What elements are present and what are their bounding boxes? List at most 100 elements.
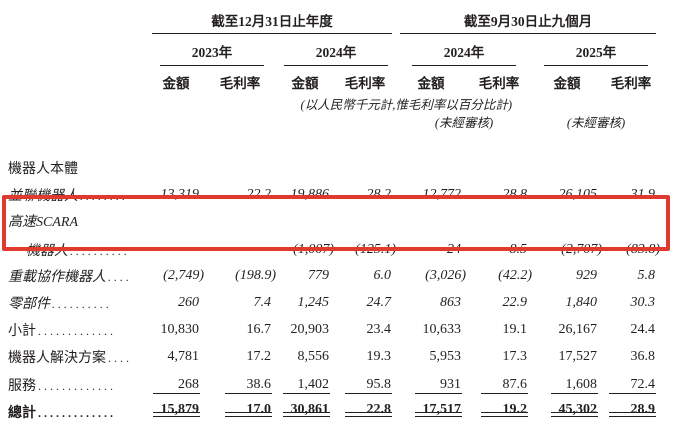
segment-revenue-table: 截至12月31日止年度 截至9月30日止九個月 2023年 2024年 2024… [8,0,668,435]
year-header-2025-9m: 2025年 [532,34,660,66]
value-cell: 10,830 [160,321,200,337]
value-cell: 26,167 [558,321,598,337]
value-cell: 863 [440,294,461,310]
row-label: 總計............. [8,406,116,421]
value-cell: 929 [576,267,597,283]
value-cell: 19.2 [466,402,532,418]
value-cell: 28.9 [602,402,660,418]
row-label: 高速SCARA 機器人.......... [8,215,130,259]
value-cell: 17.0 [204,402,276,418]
value-cell: 24.4 [630,321,656,337]
dot-leader: .... [108,269,132,284]
value-cell: 28.2 [366,186,392,202]
value-cell: (2,707) [561,242,602,257]
row-label: 零部件.......... [8,296,112,312]
table-body: 機器人本體 並聯機器人........ 13,319 22.2 19,886 2… [8,154,668,435]
value-cell: 268 [148,377,204,394]
col-header-amount: 金額 [291,76,319,91]
value-cell: (42.2) [498,267,532,283]
value-cell: – [185,242,192,257]
value-cell: 5,953 [429,348,462,364]
value-cell: 38.6 [204,377,276,394]
value-cell: 19,886 [290,186,330,202]
row-robot-solutions: 機器人解決方案.... 4,781 17.2 8,556 19.3 5,953 … [8,343,668,370]
col-header-margin: 毛利率 [344,76,386,91]
value-cell: (2,749) [163,267,204,283]
value-cell: 45,302 [532,402,602,418]
value-cell: 1,245 [297,294,330,310]
value-cell: 16.7 [246,321,272,337]
value-cell: – [257,242,264,257]
value-cell: (198.9) [235,267,276,283]
unaudited-note-2024: (未經審核) [434,116,494,130]
value-cell: 1,608 [532,377,602,394]
value-cell: (83.8) [626,242,660,257]
value-cell: 10,633 [422,321,462,337]
year-header-2024-9m: 2024年 [396,34,532,66]
period-group-annual: 截至12月31日止年度 [152,10,392,34]
dot-leader: ............. [38,406,116,420]
value-cell: 1,402 [276,377,334,394]
row-services: 服務............. 268 38.6 1,402 95.8 931 … [8,370,668,399]
period-header-row: 截至12月31日止年度 截至9月30日止九個月 [8,10,668,34]
value-cell: 22.9 [502,294,528,310]
year-header-2024: 2024年 [276,34,396,66]
year-header-2023: 2023年 [148,34,276,66]
row-parallel-robots: 並聯機器人........ 13,319 22.2 19,886 28.2 12… [8,181,668,208]
dot-leader: .......... [70,244,130,258]
value-cell: 5.8 [637,267,656,283]
col-header-amount: 金額 [553,76,581,91]
value-cell: 31.9 [630,186,656,202]
dot-leader: .......... [52,296,112,311]
value-cell: 17.3 [502,348,528,364]
row-label: 小計............. [8,323,116,339]
value-cell: 30,861 [276,402,334,418]
unit-note: (以人民幣千元計,惟毛利率以百分比計) [300,98,512,112]
col-header-margin: 毛利率 [610,76,652,91]
value-cell: (3,026) [425,267,466,283]
row-subtotal: 小計............. 10,830 16.7 20,903 23.4 … [8,316,668,343]
value-cell: 6.0 [373,267,392,283]
value-cell: 1,840 [565,294,598,310]
value-cell: 36.8 [630,348,656,364]
dot-leader: .... [108,350,132,365]
value-cell: 20,903 [290,321,330,337]
unit-note-row: (以人民幣千元計,惟毛利率以百分比計) [8,94,668,112]
value-cell: 24.7 [366,294,392,310]
unaudited-note-row: (未經審核) (未經審核) [8,112,668,130]
value-cell: (1,007) [293,242,334,257]
col-header-margin: 毛利率 [478,76,520,91]
row-label: 服務............. [8,378,116,394]
value-cell: 931 [396,377,466,394]
value-cell: 30.3 [630,294,656,310]
row-label: 並聯機器人........ [8,188,128,204]
unaudited-note-2025: (未經審核) [566,116,626,130]
measure-header-row: 金額 毛利率 金額 毛利率 金額 毛利率 金額 毛利率 [8,66,668,94]
row-total: 總計............. 15,879 17.0 30,861 22.8 … [8,399,668,435]
value-cell: 15,879 [148,402,204,418]
value-cell: 23.4 [366,321,392,337]
row-heavy-collaborative-robots: 重載協作機器人.... (2,749) (198.9) 779 6.0 (3,0… [8,262,668,289]
value-cell: 24 [447,242,461,257]
year-header-row: 2023年 2024年 2024年 2025年 [8,34,668,66]
col-header-margin: 毛利率 [219,76,261,91]
value-cell: 12,772 [422,186,462,202]
value-cell: 95.8 [334,377,396,394]
value-cell: 779 [308,267,329,283]
value-cell: 19.1 [502,321,528,337]
value-cell: 19.3 [366,348,392,364]
value-cell: 17.2 [246,348,272,364]
row-label: 機器人解決方案.... [8,350,132,366]
col-header-amount: 金額 [417,76,445,91]
section-label: 機器人本體 [8,161,78,177]
col-header-amount: 金額 [162,76,190,91]
value-cell: 7.4 [253,294,272,310]
value-cell: 17,517 [396,402,466,418]
dot-leader: ............. [38,378,116,393]
value-cell: 72.4 [602,377,660,394]
row-label: 重載協作機器人.... [8,269,132,285]
row-components: 零部件.......... 260 7.4 1,245 24.7 863 22.… [8,289,668,316]
row-scara-robots: 高速SCARA 機器人.......... – – (1,007) (125.1… [8,208,668,262]
dot-leader: ........ [80,188,128,203]
